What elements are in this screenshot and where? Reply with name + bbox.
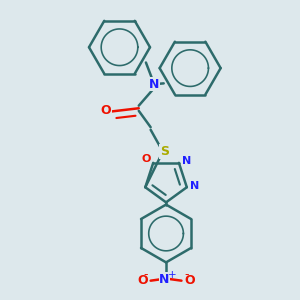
Text: S: S <box>160 145 169 158</box>
Text: N: N <box>149 78 159 91</box>
Text: +: + <box>167 270 176 280</box>
Text: N: N <box>190 181 200 190</box>
Text: O: O <box>137 274 148 287</box>
Text: -: - <box>184 268 188 281</box>
Text: -: - <box>144 268 148 281</box>
Text: O: O <box>184 274 195 287</box>
Text: O: O <box>142 154 151 164</box>
Text: N: N <box>182 156 191 166</box>
Text: N: N <box>159 273 170 286</box>
Text: O: O <box>100 104 111 117</box>
